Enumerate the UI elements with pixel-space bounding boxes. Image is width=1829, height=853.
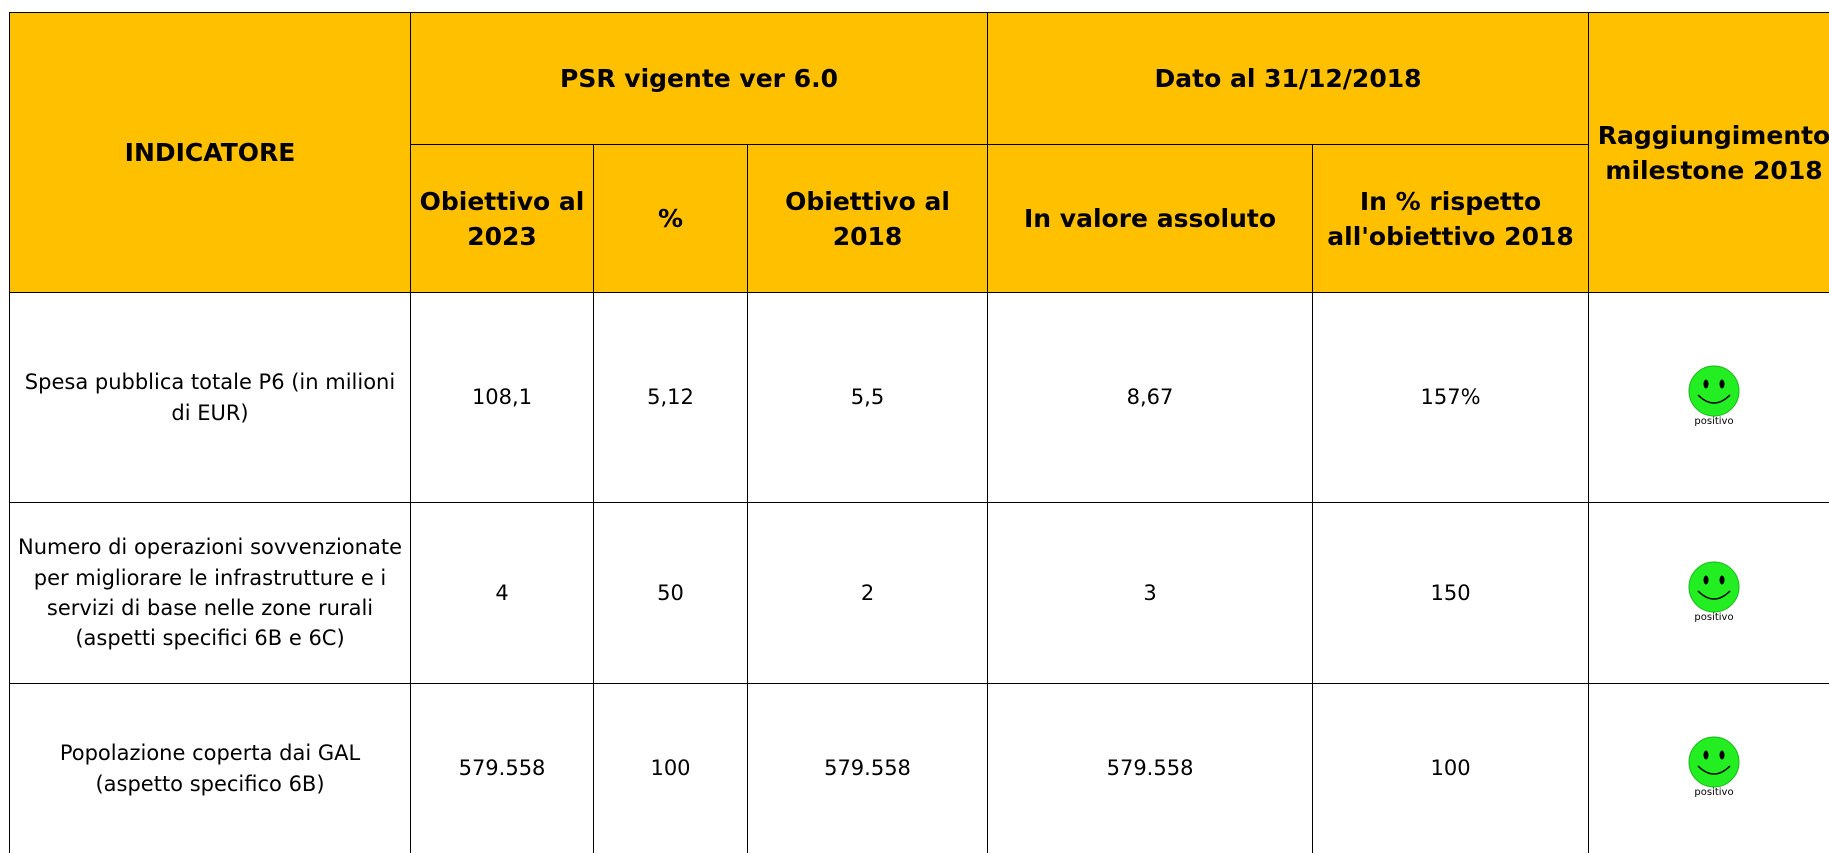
indicator-table: INDICATORE PSR vigente ver 6.0 Dato al 3… (9, 12, 1829, 853)
status-label: positivo (1694, 787, 1734, 799)
value-cell: 100 (593, 683, 748, 853)
value-cell: 157% (1312, 292, 1590, 503)
status-label: positivo (1694, 416, 1734, 428)
header-cell: Obiettivo al 2023 (410, 144, 594, 293)
table-row: Numero di operazioni sovvenzionate per m… (9, 502, 1829, 684)
value-cell: 3 (987, 502, 1314, 684)
status-label: positivo (1694, 611, 1734, 623)
status-cell: positivo (1588, 683, 1829, 853)
value-cell: 50 (593, 502, 748, 684)
value-cell: 150 (1312, 502, 1590, 684)
smiley-icon (1688, 561, 1740, 613)
table-body: Spesa pubblica totale P6 (in milioni di … (9, 292, 1829, 853)
value-cell: 2 (746, 502, 989, 684)
header-cell: In % rispetto all'obiettivo 2018 (1312, 144, 1590, 293)
table-row: Popolazione coperta dai GAL (aspetto spe… (9, 683, 1829, 853)
header-cell: INDICATORE (9, 12, 411, 293)
value-cell: 108,1 (410, 292, 594, 503)
value-cell: 5,5 (746, 292, 989, 503)
header-cell: Raggiungimento milestone 2018 (1588, 12, 1829, 293)
value-cell: 579.558 (746, 683, 989, 853)
header-cell: Dato al 31/12/2018 (987, 12, 1590, 145)
table-header: INDICATORE PSR vigente ver 6.0 Dato al 3… (9, 12, 1829, 293)
value-cell: 5,12 (593, 292, 748, 503)
table-row: Spesa pubblica totale P6 (in milioni di … (9, 292, 1829, 503)
header-cell: % (593, 144, 748, 293)
header-cell: In valore assoluto (987, 144, 1314, 293)
smiley-icon (1688, 736, 1740, 788)
header-cell: Obiettivo al 2018 (746, 144, 989, 293)
value-cell: 4 (410, 502, 594, 684)
header-cell: PSR vigente ver 6.0 (409, 12, 989, 145)
value-cell: 579.558 (410, 683, 594, 853)
indicator-cell: Popolazione coperta dai GAL (aspetto spe… (9, 683, 411, 853)
status-cell: positivo (1588, 292, 1829, 503)
value-cell: 8,67 (987, 292, 1314, 503)
status-cell: positivo (1588, 502, 1829, 684)
smiley-icon (1688, 365, 1740, 417)
value-cell: 100 (1312, 683, 1590, 853)
value-cell: 579.558 (987, 683, 1314, 853)
indicator-cell: Numero di operazioni sovvenzionate per m… (9, 502, 411, 684)
indicator-cell: Spesa pubblica totale P6 (in milioni di … (9, 292, 411, 503)
